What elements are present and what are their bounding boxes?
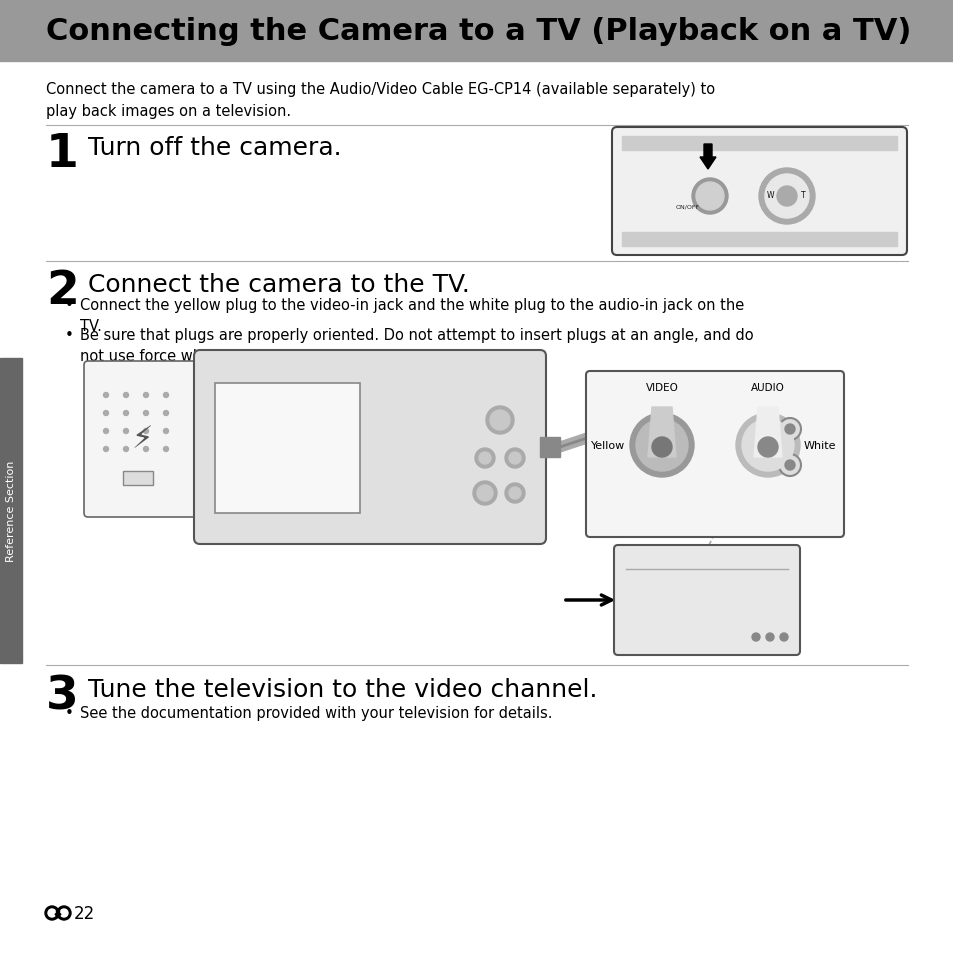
- Circle shape: [48, 909, 56, 917]
- Text: ⚡: ⚡: [132, 425, 152, 454]
- Text: •: •: [65, 297, 73, 313]
- Bar: [621, 233, 896, 247]
- Text: Tune the television to the video channel.: Tune the television to the video channel…: [88, 678, 597, 701]
- Text: T: T: [800, 191, 804, 199]
- Circle shape: [696, 183, 723, 211]
- Circle shape: [636, 419, 687, 472]
- Text: Connecting the Camera to a TV (Playback on a TV): Connecting the Camera to a TV (Playback …: [46, 16, 910, 46]
- Text: W: W: [766, 191, 774, 199]
- Text: 2: 2: [46, 269, 79, 314]
- Circle shape: [776, 187, 796, 207]
- Circle shape: [758, 437, 778, 457]
- Circle shape: [784, 424, 794, 435]
- FancyBboxPatch shape: [193, 351, 545, 544]
- Circle shape: [143, 411, 149, 416]
- Circle shape: [504, 449, 524, 469]
- FancyBboxPatch shape: [84, 361, 200, 517]
- Circle shape: [765, 634, 773, 641]
- Text: Turn off the camera.: Turn off the camera.: [88, 136, 341, 160]
- Circle shape: [473, 481, 497, 505]
- Text: 3: 3: [46, 673, 79, 719]
- Circle shape: [759, 169, 814, 225]
- Circle shape: [478, 453, 491, 464]
- Text: Reference Section: Reference Section: [6, 460, 16, 561]
- Circle shape: [143, 429, 149, 434]
- Circle shape: [123, 393, 129, 398]
- Circle shape: [485, 407, 514, 435]
- Bar: [0, 0, 953, 62]
- Circle shape: [509, 453, 520, 464]
- Circle shape: [57, 906, 71, 920]
- Text: Connect the camera to a TV using the Audio/Video Cable EG-CP14 (available separa: Connect the camera to a TV using the Aud…: [46, 82, 715, 119]
- Circle shape: [629, 414, 693, 477]
- Text: ON/OFF: ON/OFF: [676, 204, 700, 210]
- Circle shape: [103, 447, 109, 452]
- Bar: [539, 437, 559, 457]
- Bar: [56, 910, 58, 916]
- Circle shape: [741, 419, 793, 472]
- Circle shape: [780, 634, 787, 641]
- Circle shape: [764, 174, 808, 219]
- FancyBboxPatch shape: [585, 372, 843, 537]
- Circle shape: [504, 483, 524, 503]
- FancyArrow shape: [700, 145, 716, 170]
- Bar: [0, 358, 22, 663]
- Circle shape: [163, 393, 169, 398]
- Circle shape: [475, 449, 495, 469]
- Circle shape: [490, 411, 510, 431]
- Circle shape: [163, 429, 169, 434]
- Bar: [214, 384, 359, 514]
- Circle shape: [651, 437, 671, 457]
- FancyArrow shape: [55, 910, 61, 918]
- Text: •: •: [65, 328, 73, 343]
- Circle shape: [751, 634, 760, 641]
- Circle shape: [691, 179, 727, 214]
- Circle shape: [60, 909, 68, 917]
- Circle shape: [143, 393, 149, 398]
- Text: 22: 22: [74, 904, 95, 923]
- Bar: [123, 472, 152, 485]
- Circle shape: [143, 447, 149, 452]
- Circle shape: [103, 393, 109, 398]
- Bar: [621, 137, 896, 151]
- Circle shape: [103, 411, 109, 416]
- Circle shape: [163, 411, 169, 416]
- Circle shape: [45, 906, 59, 920]
- Text: 1: 1: [46, 132, 79, 177]
- Circle shape: [123, 411, 129, 416]
- Circle shape: [163, 447, 169, 452]
- Text: See the documentation provided with your television for details.: See the documentation provided with your…: [80, 705, 552, 720]
- Text: Connect the yellow plug to the video-in jack and the white plug to the audio-in : Connect the yellow plug to the video-in …: [80, 297, 743, 334]
- Polygon shape: [753, 408, 781, 457]
- Circle shape: [735, 414, 800, 477]
- Circle shape: [123, 429, 129, 434]
- FancyBboxPatch shape: [612, 128, 906, 255]
- Polygon shape: [647, 408, 676, 457]
- Circle shape: [509, 488, 520, 499]
- Text: Be sure that plugs are properly oriented. Do not attempt to insert plugs at an a: Be sure that plugs are properly oriented…: [80, 328, 753, 364]
- Text: VIDEO: VIDEO: [645, 382, 678, 393]
- FancyBboxPatch shape: [614, 545, 800, 656]
- Text: •: •: [65, 705, 73, 720]
- Circle shape: [476, 485, 493, 501]
- Circle shape: [123, 447, 129, 452]
- Text: AUDIO: AUDIO: [750, 382, 784, 393]
- Circle shape: [779, 455, 801, 476]
- Text: Connect the camera to the TV.: Connect the camera to the TV.: [88, 273, 470, 296]
- Circle shape: [784, 460, 794, 471]
- Circle shape: [779, 418, 801, 440]
- Circle shape: [103, 429, 109, 434]
- Text: Yellow: Yellow: [590, 440, 624, 451]
- Text: White: White: [803, 440, 836, 451]
